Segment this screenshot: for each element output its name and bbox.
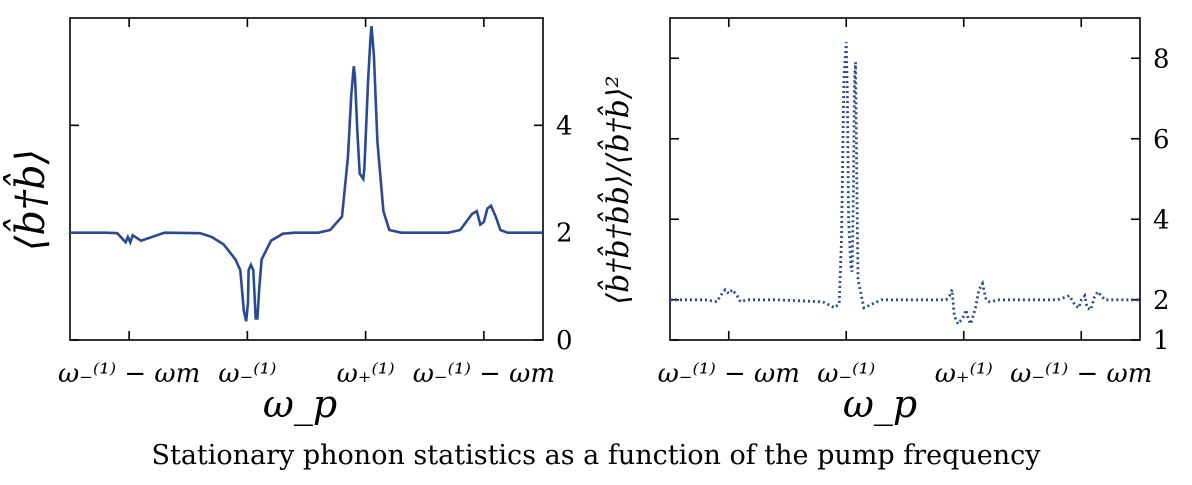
x-tick-label: ω₋⁽¹⁾ − ωm bbox=[58, 359, 200, 389]
left-panel: ω₋⁽¹⁾ − ωm ω₋⁽¹⁾ ω₊⁽¹⁾ ω₋⁽¹⁾ − ωm 0 2 4 ⟨b̂†b… bbox=[4, 17, 573, 427]
x-tick-label: ω₊⁽¹⁾ bbox=[935, 359, 993, 389]
y-tick-label: 4 bbox=[556, 111, 573, 141]
figure-caption: Stationary phonon statistics as a functi… bbox=[151, 440, 1041, 471]
right-series-line bbox=[670, 42, 1140, 328]
figure: ω₋⁽¹⁾ − ωm ω₋⁽¹⁾ ω₊⁽¹⁾ ω₋⁽¹⁾ − ωm 0 2 4 ⟨b̂†b… bbox=[4, 17, 1170, 427]
y-tick-label: 8 bbox=[1153, 44, 1170, 74]
left-series-line bbox=[70, 25, 543, 322]
right-panel: ω₋⁽¹⁾ − ωm ω₋⁽¹⁾ ω₊⁽¹⁾ ω₋⁽¹⁾ − ωm 1 2 4 6 8 ⟨b̂… bbox=[597, 17, 1170, 427]
x-tick-label: ω₋⁽¹⁾ − ωm bbox=[413, 359, 555, 389]
right-plot-frame bbox=[669, 17, 1141, 341]
left-y-axis-label: ⟨b̂†b̂⟩ bbox=[4, 149, 54, 251]
left-x-ticks: ω₋⁽¹⁾ − ωm ω₋⁽¹⁾ ω₊⁽¹⁾ ω₋⁽¹⁾ − ωm bbox=[58, 18, 555, 389]
x-tick-label: ω₋⁽¹⁾ bbox=[817, 359, 875, 389]
y-tick-label: 2 bbox=[1153, 286, 1170, 316]
y-tick-label: 2 bbox=[556, 219, 573, 249]
right-y-axis-label: ⟨b̂†b̂†b̂b̂⟩/⟨b̂†b̂⟩² bbox=[597, 75, 636, 304]
right-y-ticks: 1 2 4 6 8 bbox=[670, 44, 1170, 356]
y-tick-label: 0 bbox=[556, 326, 573, 356]
y-tick-label: 1 bbox=[1153, 326, 1170, 356]
x-tick-label: ω₋⁽¹⁾ − ωm bbox=[658, 359, 800, 389]
y-tick-label: 4 bbox=[1153, 205, 1170, 235]
left-y-ticks: 0 2 4 bbox=[70, 111, 573, 356]
right-x-ticks: ω₋⁽¹⁾ − ωm ω₋⁽¹⁾ ω₊⁽¹⁾ ω₋⁽¹⁾ − ωm bbox=[658, 18, 1152, 389]
right-x-axis-label: ω_p bbox=[843, 382, 917, 427]
left-plot-frame bbox=[69, 17, 544, 341]
y-tick-label: 6 bbox=[1153, 125, 1170, 155]
x-tick-label: ω₋⁽¹⁾ bbox=[218, 359, 276, 389]
x-tick-label: ω₋⁽¹⁾ − ωm bbox=[1010, 359, 1152, 389]
x-tick-label: ω₊⁽¹⁾ bbox=[337, 359, 395, 389]
left-x-axis-label: ω_p bbox=[263, 382, 337, 427]
